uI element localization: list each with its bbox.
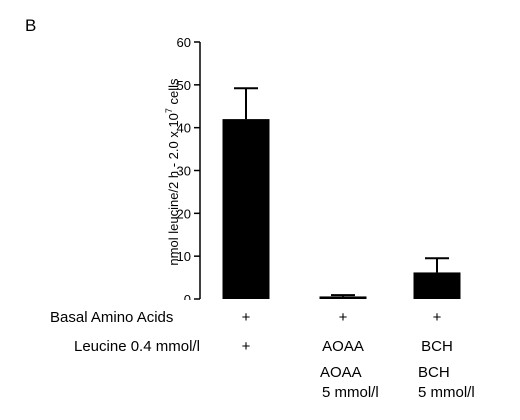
y-axis-label-exponent: 7 — [164, 108, 174, 113]
y-tick-label-3: 30 — [177, 164, 191, 179]
aoaa-concentration: 5 mmol/l — [322, 384, 379, 401]
y-tick-label-0: 0 — [184, 292, 191, 300]
y-axis-label-main: nmol leucine/2 h - 2.0 x 10 — [166, 113, 181, 265]
y-tick-label-6: 60 — [177, 35, 191, 50]
y-tick-label-2: 20 — [177, 206, 191, 221]
bar-1 — [222, 119, 270, 299]
basal-cell-1: + — [241, 309, 251, 326]
aoaa-name: AOAA — [320, 364, 362, 381]
basal-amino-acids-label: Basal Amino Acids — [50, 309, 174, 326]
basal-cell-3: + — [432, 309, 442, 326]
bars — [222, 87, 461, 299]
y-axis: 0 10 20 30 40 50 60 — [177, 35, 201, 300]
y-tick-label-4: 40 — [177, 121, 191, 136]
basal-cell-2: + — [338, 309, 348, 326]
y-tick-label-5: 50 — [177, 78, 191, 93]
y-tick-label-1: 10 — [177, 249, 191, 264]
leucine-cell-3: BCH — [421, 338, 453, 355]
leucine-label: Leucine 0.4 mmol/l — [74, 338, 200, 355]
panel-label: B — [25, 16, 37, 35]
bar-2 — [319, 296, 367, 299]
bch-name: BCH — [418, 364, 450, 381]
bar-chart: 0 10 20 30 40 50 60 nmol leucine/2 h - 2.0 x 1… — [164, 35, 461, 300]
bar-3 — [413, 272, 461, 299]
y-axis-label-tail: cells — [166, 78, 181, 108]
bch-concentration: 5 mmol/l — [418, 384, 475, 401]
leucine-cell-2: AOAA — [322, 338, 364, 355]
y-axis-label: nmol leucine/2 h - 2.0 x 107 cells — [164, 78, 181, 266]
leucine-cell-1: + — [241, 338, 251, 355]
